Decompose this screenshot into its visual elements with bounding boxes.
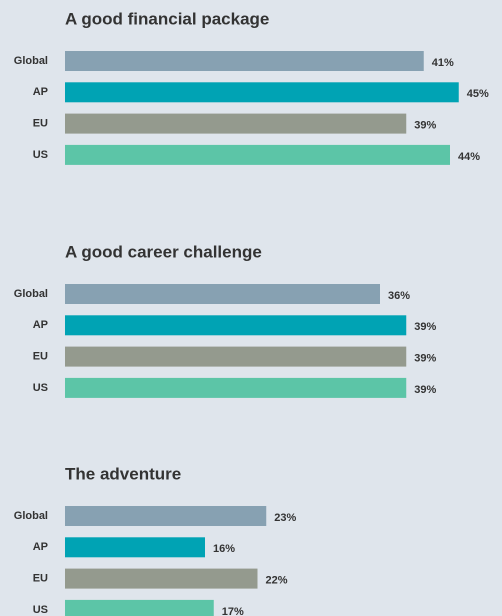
bar — [65, 82, 459, 103]
bar — [65, 537, 205, 558]
value-label: 36% — [388, 290, 410, 302]
bar — [65, 315, 407, 336]
category-label: AP — [33, 541, 48, 553]
category-label: AP — [33, 86, 48, 98]
bar — [65, 284, 380, 304]
value-label: 44% — [458, 151, 480, 163]
value-label: 45% — [467, 88, 489, 100]
category-label: Global — [14, 288, 48, 300]
bar — [65, 113, 407, 134]
value-label: 39% — [414, 321, 436, 333]
category-label: EU — [33, 118, 48, 130]
category-label: AP — [33, 319, 48, 331]
bar — [65, 506, 267, 526]
value-label: 39% — [414, 384, 436, 396]
bar — [65, 346, 407, 367]
chart-title: A good financial package — [65, 9, 269, 28]
category-label: EU — [33, 573, 48, 585]
value-label: 23% — [274, 512, 296, 524]
category-label: Global — [14, 510, 48, 522]
chart-title: The adventure — [65, 464, 181, 483]
value-label: 16% — [213, 543, 235, 555]
category-label: US — [33, 604, 48, 616]
bar — [65, 377, 407, 398]
category-label: US — [33, 382, 48, 394]
bar — [65, 51, 424, 71]
value-label: 22% — [266, 575, 288, 587]
value-label: 39% — [414, 353, 436, 365]
category-label: EU — [33, 351, 48, 363]
value-label: 17% — [222, 606, 244, 616]
category-label: US — [33, 149, 48, 161]
bar — [65, 599, 214, 616]
chart-title: A good career challenge — [65, 242, 262, 261]
value-label: 41% — [432, 57, 454, 69]
bar — [65, 144, 450, 165]
category-label: Global — [14, 55, 48, 67]
bar — [65, 568, 258, 589]
value-label: 39% — [414, 120, 436, 132]
